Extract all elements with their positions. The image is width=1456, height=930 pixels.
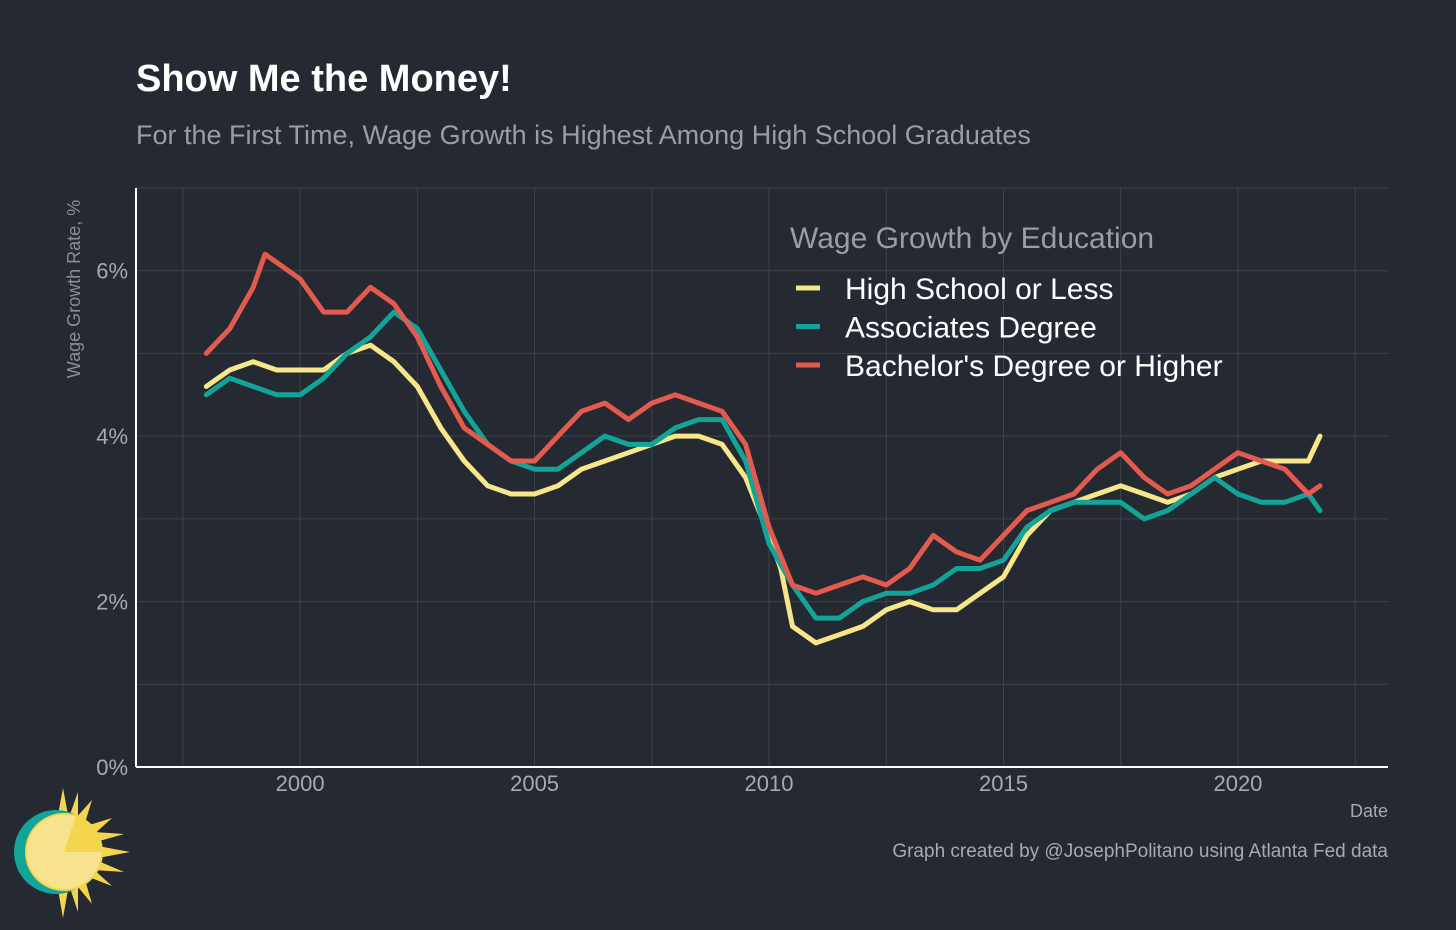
- y-tick-label: 0%: [96, 755, 128, 780]
- chart-title: Show Me the Money!: [136, 58, 512, 100]
- legend-title: Wage Growth by Education: [790, 222, 1154, 255]
- x-tick-label: 2015: [979, 771, 1028, 796]
- legend-label: Bachelor's Degree or Higher: [845, 350, 1223, 383]
- x-tick-label: 2020: [1213, 771, 1262, 796]
- tick-labels: 0% 2% 4% 6% 2000 2005 2010 2015 2020: [96, 259, 1262, 796]
- legend: Wage Growth by Education High School or L…: [790, 222, 1223, 383]
- y-axis-label: Wage Growth Rate, %: [64, 200, 84, 378]
- series-lines: [203, 251, 1323, 646]
- sun-icon: [14, 788, 130, 918]
- series-line-1: [203, 342, 1323, 646]
- source-caption: Graph created by @JosephPolitano using A…: [892, 841, 1388, 862]
- x-tick-label: 2000: [276, 771, 325, 796]
- axes: [135, 188, 1388, 768]
- axis-labels: Date Wage Growth Rate, %: [64, 200, 1388, 821]
- legend-label: Associates Degree: [845, 312, 1097, 345]
- y-tick-label: 2%: [96, 590, 128, 615]
- legend-label: High School or Less: [845, 273, 1113, 306]
- series-line-2: [203, 309, 1323, 621]
- chart-subtitle: For the First Time, Wage Growth is Highe…: [136, 120, 1031, 150]
- y-tick-label: 4%: [96, 424, 128, 449]
- x-tick-label: 2005: [510, 771, 559, 796]
- x-tick-label: 2010: [745, 771, 794, 796]
- series-line-3: [203, 251, 1323, 596]
- y-tick-label: 6%: [96, 259, 128, 284]
- x-axis-label: Date: [1350, 801, 1388, 821]
